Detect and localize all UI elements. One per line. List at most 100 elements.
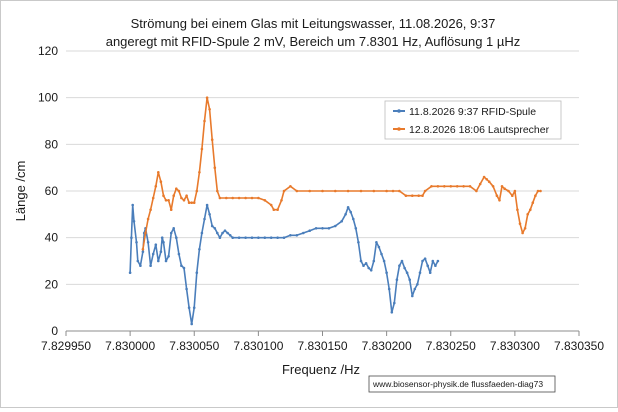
data-point-rfid [431,259,435,263]
data-point-speaker [144,231,147,235]
data-point-rfid [369,269,373,272]
data-point-speaker [149,208,152,211]
data-point-rfid [154,243,158,246]
data-point-rfid [390,311,394,314]
data-point-speaker [250,196,254,200]
data-point-rfid [257,236,260,239]
data-point-rfid [231,236,234,239]
data-point-speaker [237,196,241,200]
data-point-rfid [250,236,254,239]
data-point-rfid [167,255,170,258]
data-point-rfid [426,264,430,268]
data-point-rfid [400,259,404,263]
data-point-speaker [462,185,465,188]
data-point-rfid [359,259,363,263]
data-point-rfid [237,236,241,239]
data-point-rfid [216,231,219,235]
x-tick-label: 7.830100 [233,339,283,353]
data-point-rfid [364,262,368,265]
footnote: www.biosensor-physik.de flussfaeden-diag… [372,379,543,389]
data-point-speaker [346,189,350,193]
data-point-rfid [421,259,424,263]
data-point-speaker [534,194,537,197]
data-point-speaker [289,185,292,188]
y-tick-labels: 0 20 40 60 80 100 120 [38,44,58,338]
data-point-speaker [175,187,178,190]
data-point-speaker [205,96,209,99]
y-tick-label: 20 [45,277,59,291]
data-point-rfid [428,271,432,275]
data-point-rfid [218,236,222,239]
y-tick-label: 120 [38,44,58,58]
data-point-speaker [531,201,535,204]
y-tick-label: 60 [45,184,59,198]
data-point-speaker [421,194,424,197]
data-point-rfid [146,241,150,244]
data-point-rfid [132,220,136,223]
data-point-speaker [436,185,440,188]
data-point-rfid [349,210,353,214]
data-point-speaker [162,194,165,197]
legend-label-speaker: 12.8.2026 18:06 Lautsprecher [409,124,550,136]
data-point-rfid [367,266,371,270]
data-point-rfid [221,231,224,235]
data-point-speaker [507,189,510,193]
data-point-rfid [346,206,350,209]
data-point-speaker [190,201,193,204]
footnote-box [368,375,556,393]
data-point-rfid [289,234,292,237]
x-tick-label: 7.830000 [105,339,155,353]
data-point-speaker [518,222,522,225]
data-point-speaker [216,189,219,193]
data-point-rfid [198,248,201,251]
data-point-rfid [372,259,376,263]
data-point-speaker [282,189,286,193]
data-point-rfid [157,259,160,263]
data-point-rfid [393,301,396,305]
data-point-speaker [225,196,228,200]
data-point-speaker [500,185,504,188]
data-point-rfid [380,252,383,256]
data-point-rfid [295,234,299,237]
data-point-rfid [387,287,391,291]
data-point-speaker [521,231,524,235]
data-point-rfid [205,203,209,207]
x-tick-labels: 7.829950 7.830000 7.830050 7.830100 7.830150… [41,339,604,353]
x-axis-label: Frequenz /Hz [282,362,360,377]
data-point-rfid [357,241,360,244]
legend-label-rfid: 11.8.2026 9:37 RFID-Spule [409,106,536,118]
data-point-rfid [130,236,133,239]
data-point-rfid [416,283,419,286]
data-point-rfid [169,231,173,235]
data-point-rfid [139,264,142,268]
data-point-rfid [135,241,138,244]
x-tick-label: 7.829950 [41,339,91,353]
data-point-speaker [308,189,312,193]
data-point-speaker [449,185,453,188]
data-point-speaker [513,189,517,193]
data-point-speaker [359,189,363,193]
data-point-speaker [167,199,170,202]
data-point-rfid [223,229,227,232]
data-point-rfid [228,234,232,237]
x-tick-label: 7.830250 [426,339,476,353]
data-point-speaker [430,185,433,188]
data-point-rfid [182,266,186,270]
data-point-speaker [169,208,173,211]
data-point-speaker [334,189,337,193]
data-point-rfid [375,241,378,244]
data-point-rfid [226,231,229,235]
legend: 11.8.2026 9:37 RFID-Spule 12.8.2026 18:0… [384,100,562,140]
data-point-speaker [231,196,234,200]
data-point-speaker [154,185,158,188]
data-point-speaker [198,171,201,174]
data-point-rfid [244,236,247,239]
data-point-speaker [151,196,155,200]
data-point-rfid [149,264,152,268]
data-point-rfid [263,236,267,239]
data-point-rfid [175,236,178,239]
data-point-speaker [423,189,427,193]
data-point-rfid [302,231,305,235]
data-point-speaker [157,171,160,174]
